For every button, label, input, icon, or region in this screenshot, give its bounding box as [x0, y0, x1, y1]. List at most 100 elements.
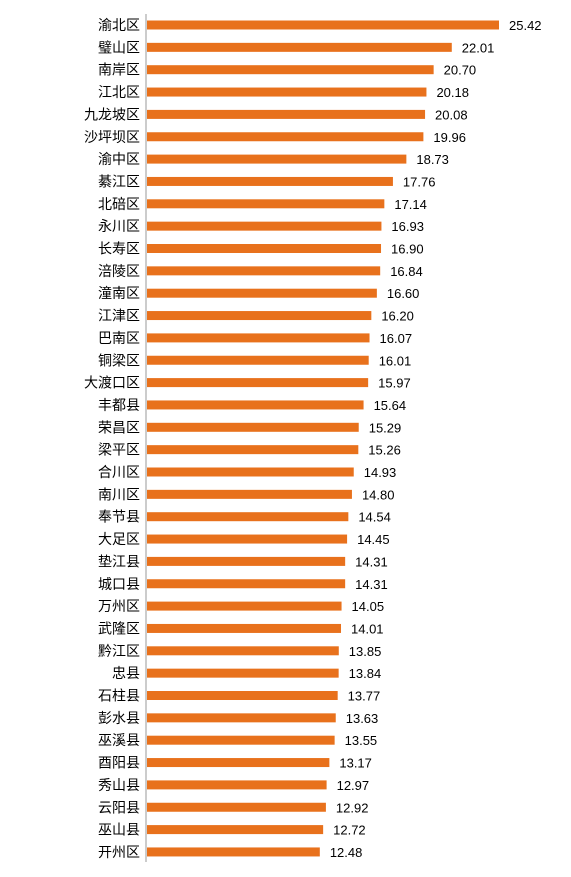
value-label: 12.48: [330, 845, 363, 860]
category-label: 垫江县: [98, 554, 140, 570]
value-label: 18.73: [416, 152, 449, 167]
value-label: 16.90: [391, 242, 424, 257]
bar: [147, 758, 330, 768]
bar: [147, 735, 335, 745]
bar: [147, 668, 339, 678]
bar: [147, 20, 499, 30]
bar: [147, 691, 338, 700]
bar: [147, 445, 359, 455]
category-label: 荣昌区: [98, 420, 140, 436]
bar: [147, 713, 336, 723]
category-label: 九龙坡区: [84, 107, 140, 123]
bar: [147, 42, 452, 52]
category-label: 大足区: [98, 532, 140, 548]
category-label: 合川区: [98, 465, 140, 481]
value-label: 14.54: [358, 510, 391, 525]
bar: [147, 65, 434, 75]
category-label: 黔江区: [98, 644, 140, 660]
value-label: 17.76: [403, 174, 436, 189]
value-label: 13.63: [346, 711, 379, 726]
bar: [147, 623, 342, 633]
category-label: 江北区: [98, 85, 140, 101]
category-label: 梁平区: [98, 443, 140, 459]
value-label: 16.84: [390, 264, 423, 279]
bar: [147, 422, 359, 432]
value-label: 16.60: [387, 286, 420, 301]
category-label: 永川区: [98, 219, 140, 235]
value-label: 13.84: [349, 666, 382, 681]
bar: [147, 266, 381, 276]
bar: [147, 489, 352, 499]
category-label: 巫溪县: [98, 733, 140, 749]
bar: [147, 221, 382, 231]
value-label: 12.97: [337, 778, 370, 793]
bar: [147, 825, 324, 835]
bar: [147, 467, 354, 477]
value-label: 20.18: [436, 85, 469, 100]
bar: [147, 512, 349, 522]
category-label: 渝北区: [98, 18, 140, 34]
value-label: 17.14: [394, 197, 427, 212]
category-label: 巴南区: [98, 331, 140, 347]
bar: [147, 154, 407, 164]
category-label: 长寿区: [98, 241, 140, 258]
bar: [147, 199, 385, 209]
category-label: 武隆区: [98, 621, 140, 637]
category-label: 北碚区: [98, 197, 140, 213]
category-label: 忠县: [112, 666, 140, 682]
bar: [147, 378, 369, 388]
value-label: 14.01: [351, 621, 384, 636]
category-label: 云阳县: [98, 800, 140, 816]
category-label: 万州区: [98, 599, 140, 615]
bar: [147, 534, 348, 544]
value-label: 16.07: [380, 331, 413, 346]
category-label: 丰都县: [98, 398, 140, 414]
category-label: 奉节县: [98, 510, 140, 526]
category-label: 江津区: [98, 309, 140, 325]
category-label: 大渡口区: [84, 376, 140, 392]
value-label: 15.26: [368, 443, 401, 458]
category-label: 南岸区: [98, 63, 140, 79]
value-label: 15.64: [374, 398, 407, 413]
value-label: 14.93: [364, 465, 397, 480]
value-label: 20.70: [444, 63, 477, 78]
category-label: 南川区: [98, 487, 140, 503]
value-label: 14.80: [362, 487, 395, 502]
bar: [147, 288, 377, 298]
category-label: 巫山县: [98, 823, 140, 839]
value-label: 25.42: [509, 18, 542, 33]
bar: [147, 109, 426, 119]
bar: [147, 400, 364, 410]
value-label: 12.72: [333, 823, 366, 838]
value-label: 16.20: [381, 309, 414, 324]
bar: [147, 780, 327, 790]
value-label: 14.31: [355, 554, 388, 569]
category-label: 彭水县: [98, 711, 140, 727]
value-label: 14.45: [357, 532, 390, 547]
value-label: 15.97: [378, 376, 411, 391]
category-label: 沙坪坝区: [84, 130, 140, 146]
value-label: 16.01: [379, 353, 412, 368]
value-labels: 25.42 22.01 20.70 20.18 20.08 19.96 18.73 17.76…: [330, 18, 542, 860]
bar: [147, 333, 370, 343]
category-label: 秀山县: [98, 778, 140, 794]
category-label: 开州区: [98, 845, 140, 861]
bar: [147, 311, 372, 321]
value-label: 15.29: [369, 420, 402, 435]
value-label: 13.17: [339, 756, 372, 771]
category-label: 渝中区: [98, 152, 140, 168]
value-label: 20.08: [435, 107, 468, 122]
value-label: 13.85: [349, 644, 382, 659]
bar: [147, 579, 346, 589]
bar: [147, 132, 424, 142]
category-label: 城口县: [98, 577, 140, 593]
bar: [147, 87, 427, 97]
value-label: 13.55: [345, 733, 378, 748]
bar: [147, 646, 339, 656]
bars: [147, 20, 499, 857]
value-label: 13.77: [348, 689, 381, 704]
category-label: 酉阳县: [98, 756, 140, 772]
category-label: 涪陵区: [98, 264, 140, 280]
bar: [147, 244, 382, 253]
